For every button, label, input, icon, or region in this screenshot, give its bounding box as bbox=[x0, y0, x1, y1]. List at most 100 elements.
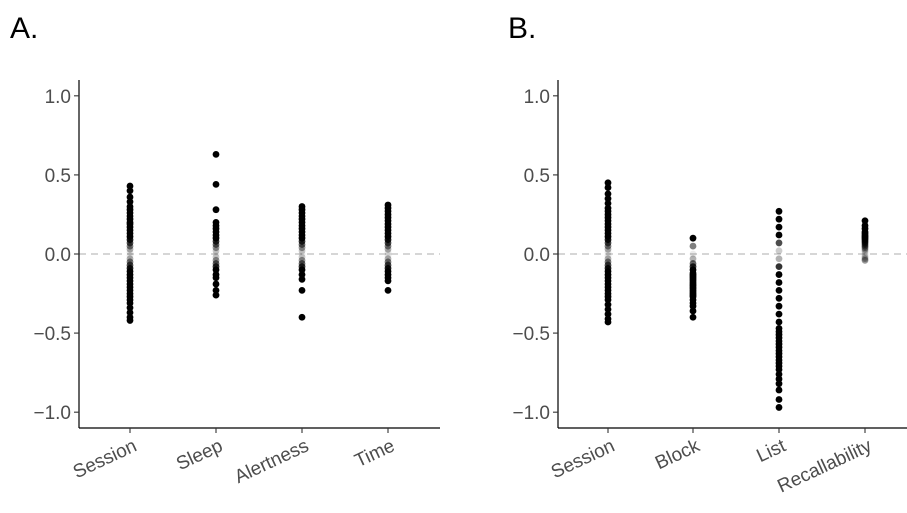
data-point bbox=[604, 190, 612, 198]
data-point bbox=[212, 206, 220, 214]
data-point bbox=[126, 187, 134, 195]
data-point bbox=[126, 182, 134, 190]
data-point bbox=[775, 271, 783, 278]
y-tick-label: 0.0 bbox=[524, 245, 550, 266]
data-point bbox=[126, 317, 134, 324]
data-point bbox=[689, 302, 697, 310]
data-point bbox=[861, 255, 869, 263]
data-point bbox=[689, 313, 697, 321]
data-point bbox=[212, 181, 220, 188]
y-tick-label: −1.0 bbox=[512, 403, 550, 424]
data-point bbox=[298, 313, 306, 321]
data-point bbox=[212, 244, 220, 252]
data-point bbox=[775, 294, 783, 302]
y-tick-label: −1.0 bbox=[33, 403, 71, 424]
data-point bbox=[775, 302, 783, 310]
y-tick-label: 1.0 bbox=[45, 87, 71, 108]
data-point bbox=[212, 286, 220, 294]
data-point bbox=[689, 307, 697, 315]
data-point bbox=[298, 266, 306, 274]
data-point bbox=[126, 304, 134, 312]
data-point bbox=[126, 193, 134, 201]
data-point bbox=[604, 318, 612, 326]
data-point bbox=[384, 277, 392, 285]
data-point bbox=[384, 252, 392, 259]
x-tick-label: List bbox=[753, 435, 789, 467]
data-point bbox=[861, 245, 869, 253]
data-point bbox=[212, 150, 220, 158]
data-point bbox=[689, 242, 697, 250]
data-point bbox=[861, 250, 869, 258]
data-point bbox=[775, 239, 783, 247]
data-point bbox=[604, 184, 612, 191]
x-tick-label: Session bbox=[548, 435, 618, 483]
data-point bbox=[775, 247, 783, 255]
data-point bbox=[298, 247, 306, 255]
data-point bbox=[212, 291, 220, 299]
data-point bbox=[775, 375, 783, 383]
y-tick-label: 0.5 bbox=[45, 166, 71, 187]
data-point bbox=[298, 271, 306, 278]
data-point bbox=[775, 404, 783, 411]
x-tick-label: Session bbox=[70, 435, 140, 483]
data-point bbox=[298, 250, 306, 258]
data-point bbox=[775, 318, 783, 326]
data-point bbox=[298, 244, 306, 252]
data-point bbox=[775, 255, 783, 263]
data-point bbox=[775, 223, 783, 231]
data-point bbox=[689, 250, 697, 258]
data-point bbox=[126, 299, 134, 307]
x-tick-label: Sleep bbox=[173, 435, 226, 475]
data-point bbox=[298, 241, 306, 248]
data-point bbox=[126, 198, 134, 206]
data-point bbox=[384, 286, 392, 294]
data-point bbox=[861, 242, 869, 250]
data-point bbox=[689, 255, 697, 263]
data-point bbox=[775, 207, 783, 215]
data-point bbox=[775, 386, 783, 394]
data-point bbox=[126, 309, 134, 316]
data-point bbox=[775, 263, 783, 271]
data-point bbox=[604, 296, 612, 304]
data-point bbox=[384, 242, 392, 250]
data-point bbox=[861, 252, 869, 259]
data-point bbox=[126, 245, 134, 253]
data-point bbox=[775, 310, 783, 318]
data-point bbox=[212, 250, 220, 258]
data-point bbox=[775, 231, 783, 239]
data-point bbox=[775, 380, 783, 388]
data-point bbox=[861, 247, 869, 255]
panel-b: B. 1.0 0.5 0.0 −0.5 −1.0 Session Block ListRecal… bbox=[508, 12, 907, 497]
y-tick-label: 0.0 bbox=[45, 245, 71, 266]
data-point bbox=[861, 253, 869, 261]
y-tick-label: 0.5 bbox=[524, 166, 550, 187]
data-point bbox=[604, 199, 612, 207]
x-tick-label: Time bbox=[352, 435, 399, 472]
data-point bbox=[775, 366, 783, 373]
data-point bbox=[604, 179, 612, 187]
data-point bbox=[298, 286, 306, 294]
data-point bbox=[212, 253, 220, 261]
data-point bbox=[689, 234, 697, 242]
data-point bbox=[126, 252, 134, 259]
data-point bbox=[126, 249, 134, 256]
data-point bbox=[604, 245, 612, 253]
data-point bbox=[861, 249, 869, 256]
data-point bbox=[775, 286, 783, 294]
data-point bbox=[775, 215, 783, 223]
x-tick-label: Block bbox=[652, 435, 703, 474]
y-tick-label: −0.5 bbox=[512, 324, 550, 345]
data-point bbox=[775, 370, 783, 378]
data-point bbox=[384, 249, 392, 256]
data-point bbox=[775, 396, 783, 403]
data-point bbox=[775, 279, 783, 286]
data-point bbox=[604, 249, 612, 256]
data-point bbox=[604, 242, 612, 250]
data-point bbox=[212, 266, 220, 274]
panel-label: A. bbox=[10, 12, 38, 45]
data-point bbox=[861, 217, 869, 225]
data-point bbox=[212, 280, 220, 288]
data-point bbox=[604, 301, 612, 309]
data-point bbox=[604, 195, 612, 203]
